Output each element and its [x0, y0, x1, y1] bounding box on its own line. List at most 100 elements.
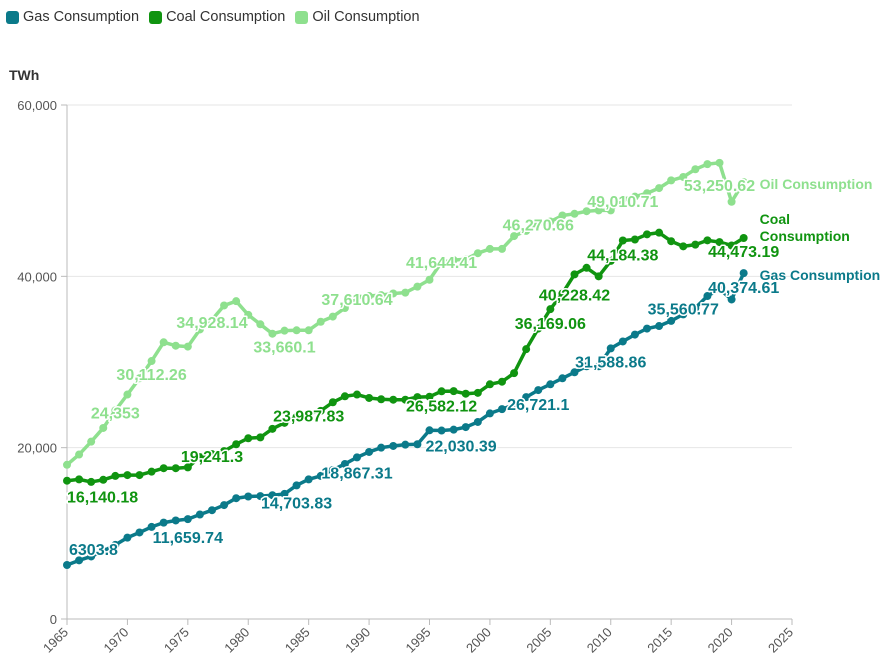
- data-point-oil-consumption[interactable]: [606, 206, 615, 215]
- data-point-oil-consumption[interactable]: [461, 255, 470, 264]
- data-point-oil-consumption[interactable]: [401, 288, 410, 297]
- data-point-gas-consumption[interactable]: [582, 362, 591, 371]
- data-point-gas-consumption[interactable]: [147, 522, 156, 531]
- data-point-gas-consumption[interactable]: [485, 409, 494, 418]
- data-point-coal-consumption[interactable]: [691, 240, 700, 249]
- data-point-oil-consumption[interactable]: [437, 258, 446, 267]
- data-point-oil-consumption[interactable]: [715, 158, 724, 167]
- data-point-gas-consumption[interactable]: [159, 518, 168, 527]
- data-point-coal-consumption[interactable]: [389, 395, 398, 404]
- data-point-coal-consumption[interactable]: [570, 270, 579, 279]
- data-point-gas-consumption[interactable]: [546, 380, 555, 389]
- data-point-gas-consumption[interactable]: [425, 426, 434, 435]
- data-point-gas-consumption[interactable]: [715, 285, 724, 294]
- data-point-coal-consumption[interactable]: [546, 305, 555, 314]
- data-point-oil-consumption[interactable]: [739, 178, 748, 187]
- data-point-oil-consumption[interactable]: [135, 374, 144, 383]
- data-point-oil-consumption[interactable]: [195, 325, 204, 334]
- data-point-coal-consumption[interactable]: [473, 388, 482, 397]
- data-point-coal-consumption[interactable]: [425, 392, 434, 401]
- data-point-oil-consumption[interactable]: [498, 244, 506, 253]
- data-point-coal-consumption[interactable]: [99, 475, 108, 484]
- data-point-coal-consumption[interactable]: [739, 234, 748, 243]
- data-point-coal-consumption[interactable]: [135, 471, 144, 480]
- data-point-coal-consumption[interactable]: [256, 433, 265, 442]
- data-point-gas-consumption[interactable]: [679, 310, 688, 319]
- data-point-gas-consumption[interactable]: [630, 330, 639, 339]
- data-point-gas-consumption[interactable]: [208, 506, 216, 515]
- data-point-gas-consumption[interactable]: [99, 546, 108, 555]
- data-point-coal-consumption[interactable]: [582, 263, 591, 272]
- data-point-oil-consumption[interactable]: [389, 289, 398, 298]
- data-point-oil-consumption[interactable]: [183, 342, 192, 351]
- data-point-coal-consumption[interactable]: [183, 463, 192, 472]
- data-point-gas-consumption[interactable]: [594, 362, 603, 371]
- data-point-coal-consumption[interactable]: [208, 450, 216, 459]
- data-point-oil-consumption[interactable]: [171, 341, 180, 350]
- data-point-coal-consumption[interactable]: [63, 476, 71, 485]
- data-point-coal-consumption[interactable]: [437, 387, 446, 396]
- data-point-coal-consumption[interactable]: [171, 464, 180, 473]
- data-point-oil-consumption[interactable]: [75, 450, 84, 459]
- data-point-gas-consumption[interactable]: [195, 510, 204, 519]
- data-point-oil-consumption[interactable]: [473, 249, 482, 258]
- data-point-oil-consumption[interactable]: [292, 326, 301, 335]
- data-point-oil-consumption[interactable]: [208, 315, 216, 324]
- data-point-oil-consumption[interactable]: [594, 206, 603, 215]
- data-point-oil-consumption[interactable]: [485, 244, 494, 253]
- data-point-gas-consumption[interactable]: [316, 471, 325, 480]
- data-point-coal-consumption[interactable]: [498, 377, 506, 386]
- data-point-coal-consumption[interactable]: [655, 228, 664, 237]
- data-point-gas-consumption[interactable]: [340, 459, 349, 468]
- data-point-gas-consumption[interactable]: [437, 426, 446, 435]
- data-point-gas-consumption[interactable]: [220, 501, 229, 510]
- data-point-gas-consumption[interactable]: [498, 405, 506, 414]
- data-point-coal-consumption[interactable]: [159, 464, 168, 473]
- data-point-oil-consumption[interactable]: [316, 317, 325, 326]
- data-point-coal-consumption[interactable]: [630, 235, 639, 244]
- data-point-gas-consumption[interactable]: [655, 322, 664, 331]
- data-point-gas-consumption[interactable]: [534, 386, 543, 395]
- data-point-oil-consumption[interactable]: [679, 172, 688, 181]
- data-point-gas-consumption[interactable]: [111, 540, 120, 549]
- data-point-coal-consumption[interactable]: [123, 471, 132, 480]
- data-point-oil-consumption[interactable]: [268, 329, 277, 338]
- data-point-gas-consumption[interactable]: [75, 556, 84, 565]
- data-point-coal-consumption[interactable]: [510, 369, 519, 378]
- data-point-oil-consumption[interactable]: [413, 282, 422, 291]
- data-point-gas-consumption[interactable]: [365, 447, 374, 456]
- legend-item-oil-consumption[interactable]: Oil Consumption: [295, 9, 420, 25]
- data-point-gas-consumption[interactable]: [510, 400, 519, 409]
- data-point-oil-consumption[interactable]: [425, 275, 434, 284]
- data-point-oil-consumption[interactable]: [570, 209, 579, 218]
- data-point-gas-consumption[interactable]: [449, 425, 458, 434]
- data-point-gas-consumption[interactable]: [87, 552, 96, 561]
- data-point-oil-consumption[interactable]: [159, 338, 168, 347]
- data-point-gas-consumption[interactable]: [63, 560, 71, 569]
- data-point-coal-consumption[interactable]: [401, 395, 410, 404]
- data-point-gas-consumption[interactable]: [280, 489, 289, 498]
- data-point-coal-consumption[interactable]: [268, 424, 277, 433]
- data-point-oil-consumption[interactable]: [510, 232, 519, 241]
- data-point-coal-consumption[interactable]: [75, 475, 84, 484]
- data-point-oil-consumption[interactable]: [63, 460, 71, 469]
- data-point-gas-consumption[interactable]: [522, 393, 531, 402]
- data-point-coal-consumption[interactable]: [220, 447, 229, 456]
- data-point-gas-consumption[interactable]: [171, 516, 180, 525]
- data-point-coal-consumption[interactable]: [147, 467, 156, 476]
- data-point-coal-consumption[interactable]: [485, 380, 494, 389]
- data-point-coal-consumption[interactable]: [304, 409, 313, 418]
- data-point-gas-consumption[interactable]: [135, 528, 144, 537]
- data-point-gas-consumption[interactable]: [183, 515, 192, 524]
- data-point-gas-consumption[interactable]: [401, 440, 410, 449]
- data-point-coal-consumption[interactable]: [316, 406, 325, 415]
- data-point-oil-consumption[interactable]: [377, 291, 386, 300]
- data-point-gas-consumption[interactable]: [643, 324, 651, 333]
- data-point-coal-consumption[interactable]: [618, 236, 627, 245]
- data-point-coal-consumption[interactable]: [232, 440, 241, 449]
- data-point-oil-consumption[interactable]: [522, 226, 531, 235]
- data-point-coal-consumption[interactable]: [522, 345, 531, 354]
- data-point-gas-consumption[interactable]: [667, 316, 676, 325]
- data-point-oil-consumption[interactable]: [123, 390, 132, 399]
- data-point-coal-consumption[interactable]: [715, 238, 724, 247]
